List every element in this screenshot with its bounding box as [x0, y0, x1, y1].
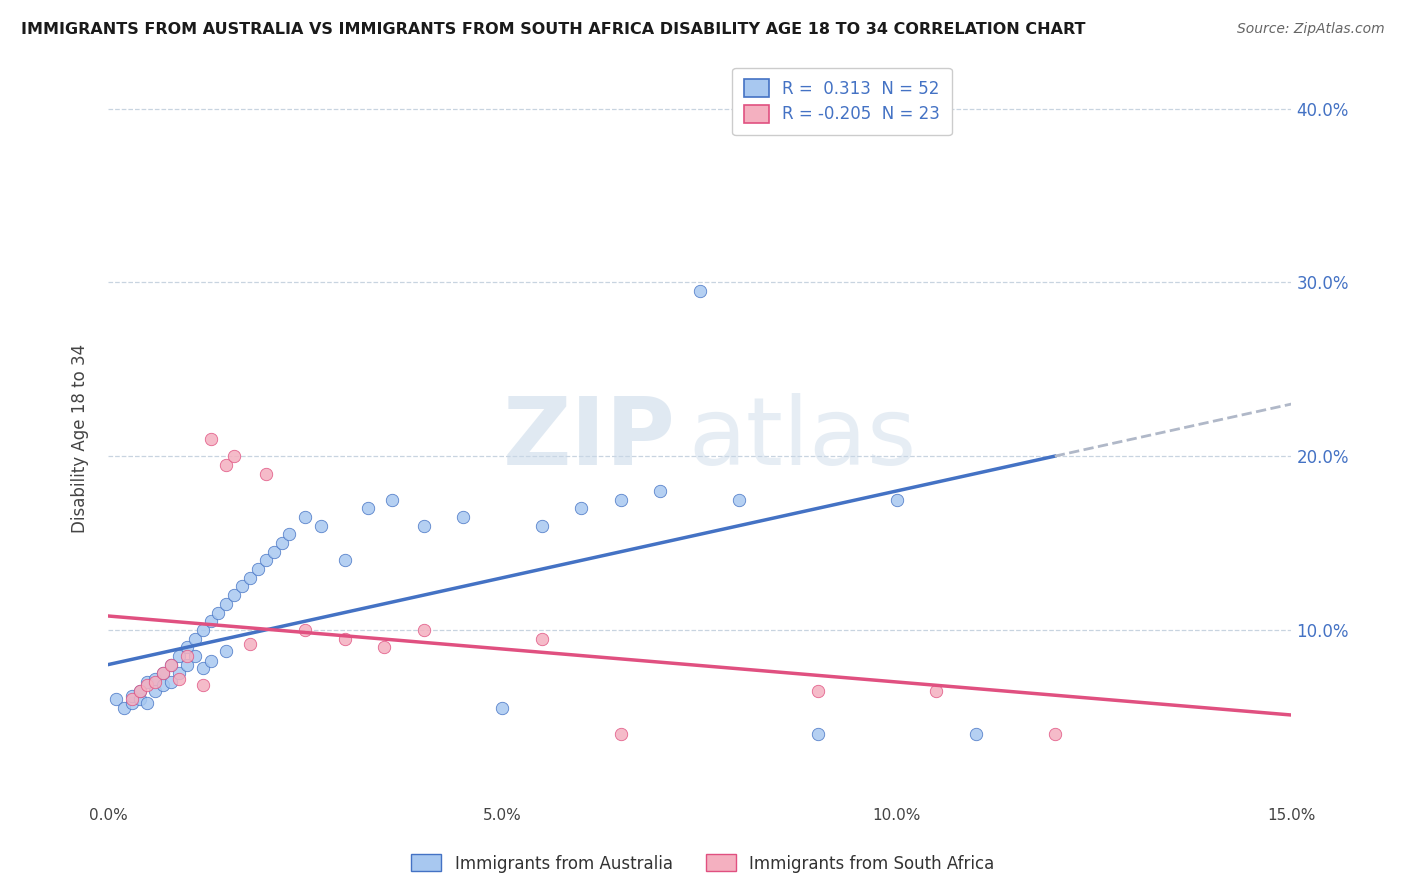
Point — [184, 632, 207, 646]
Point — [215, 597, 238, 611]
Point — [167, 666, 190, 681]
Point — [239, 571, 262, 585]
Point — [136, 675, 159, 690]
Point — [121, 689, 143, 703]
Point — [239, 637, 262, 651]
Point — [143, 675, 166, 690]
Point — [143, 672, 166, 686]
Point — [807, 727, 830, 741]
Point — [215, 458, 238, 472]
Text: IMMIGRANTS FROM AUSTRALIA VS IMMIGRANTS FROM SOUTH AFRICA DISABILITY AGE 18 TO 3: IMMIGRANTS FROM AUSTRALIA VS IMMIGRANTS … — [21, 22, 1085, 37]
Point — [807, 683, 830, 698]
Point — [207, 606, 229, 620]
Point — [294, 510, 316, 524]
Point — [650, 483, 672, 498]
Point — [200, 654, 222, 668]
Point — [246, 562, 269, 576]
Text: atlas: atlas — [688, 392, 917, 484]
Point — [451, 510, 474, 524]
Point — [689, 284, 711, 298]
Point — [128, 692, 150, 706]
Point — [530, 518, 553, 533]
Point — [104, 692, 127, 706]
Point — [886, 492, 908, 507]
Point — [160, 675, 183, 690]
Point — [231, 579, 253, 593]
Point — [152, 678, 174, 692]
Point — [333, 632, 356, 646]
Point — [200, 432, 222, 446]
Point — [254, 553, 277, 567]
Point — [152, 666, 174, 681]
Point — [143, 683, 166, 698]
Point — [925, 683, 948, 698]
Point — [191, 678, 214, 692]
Point — [160, 657, 183, 672]
Legend: Immigrants from Australia, Immigrants from South Africa: Immigrants from Australia, Immigrants fr… — [405, 847, 1001, 880]
Point — [294, 623, 316, 637]
Point — [160, 657, 183, 672]
Point — [128, 683, 150, 698]
Point — [191, 623, 214, 637]
Point — [254, 467, 277, 481]
Point — [121, 696, 143, 710]
Point — [412, 623, 434, 637]
Point — [333, 553, 356, 567]
Point — [278, 527, 301, 541]
Point — [167, 648, 190, 663]
Point — [373, 640, 395, 655]
Point — [215, 644, 238, 658]
Text: ZIP: ZIP — [503, 392, 676, 484]
Point — [167, 672, 190, 686]
Point — [136, 696, 159, 710]
Point — [270, 536, 292, 550]
Point — [728, 492, 751, 507]
Point — [263, 544, 285, 558]
Point — [357, 501, 380, 516]
Point — [176, 640, 198, 655]
Legend: R =  0.313  N = 52, R = -0.205  N = 23: R = 0.313 N = 52, R = -0.205 N = 23 — [733, 68, 952, 135]
Point — [184, 648, 207, 663]
Point — [610, 492, 633, 507]
Point — [128, 683, 150, 698]
Point — [569, 501, 592, 516]
Point — [381, 492, 404, 507]
Text: Source: ZipAtlas.com: Source: ZipAtlas.com — [1237, 22, 1385, 37]
Point — [610, 727, 633, 741]
Point — [176, 657, 198, 672]
Point — [491, 701, 513, 715]
Point — [152, 666, 174, 681]
Point — [530, 632, 553, 646]
Point — [412, 518, 434, 533]
Point — [200, 614, 222, 628]
Point — [224, 588, 246, 602]
Point — [191, 661, 214, 675]
Point — [121, 692, 143, 706]
Point — [112, 701, 135, 715]
Point — [965, 727, 987, 741]
Point — [224, 449, 246, 463]
Point — [176, 648, 198, 663]
Point — [309, 518, 332, 533]
Point — [1043, 727, 1066, 741]
Y-axis label: Disability Age 18 to 34: Disability Age 18 to 34 — [72, 344, 89, 533]
Point — [136, 678, 159, 692]
